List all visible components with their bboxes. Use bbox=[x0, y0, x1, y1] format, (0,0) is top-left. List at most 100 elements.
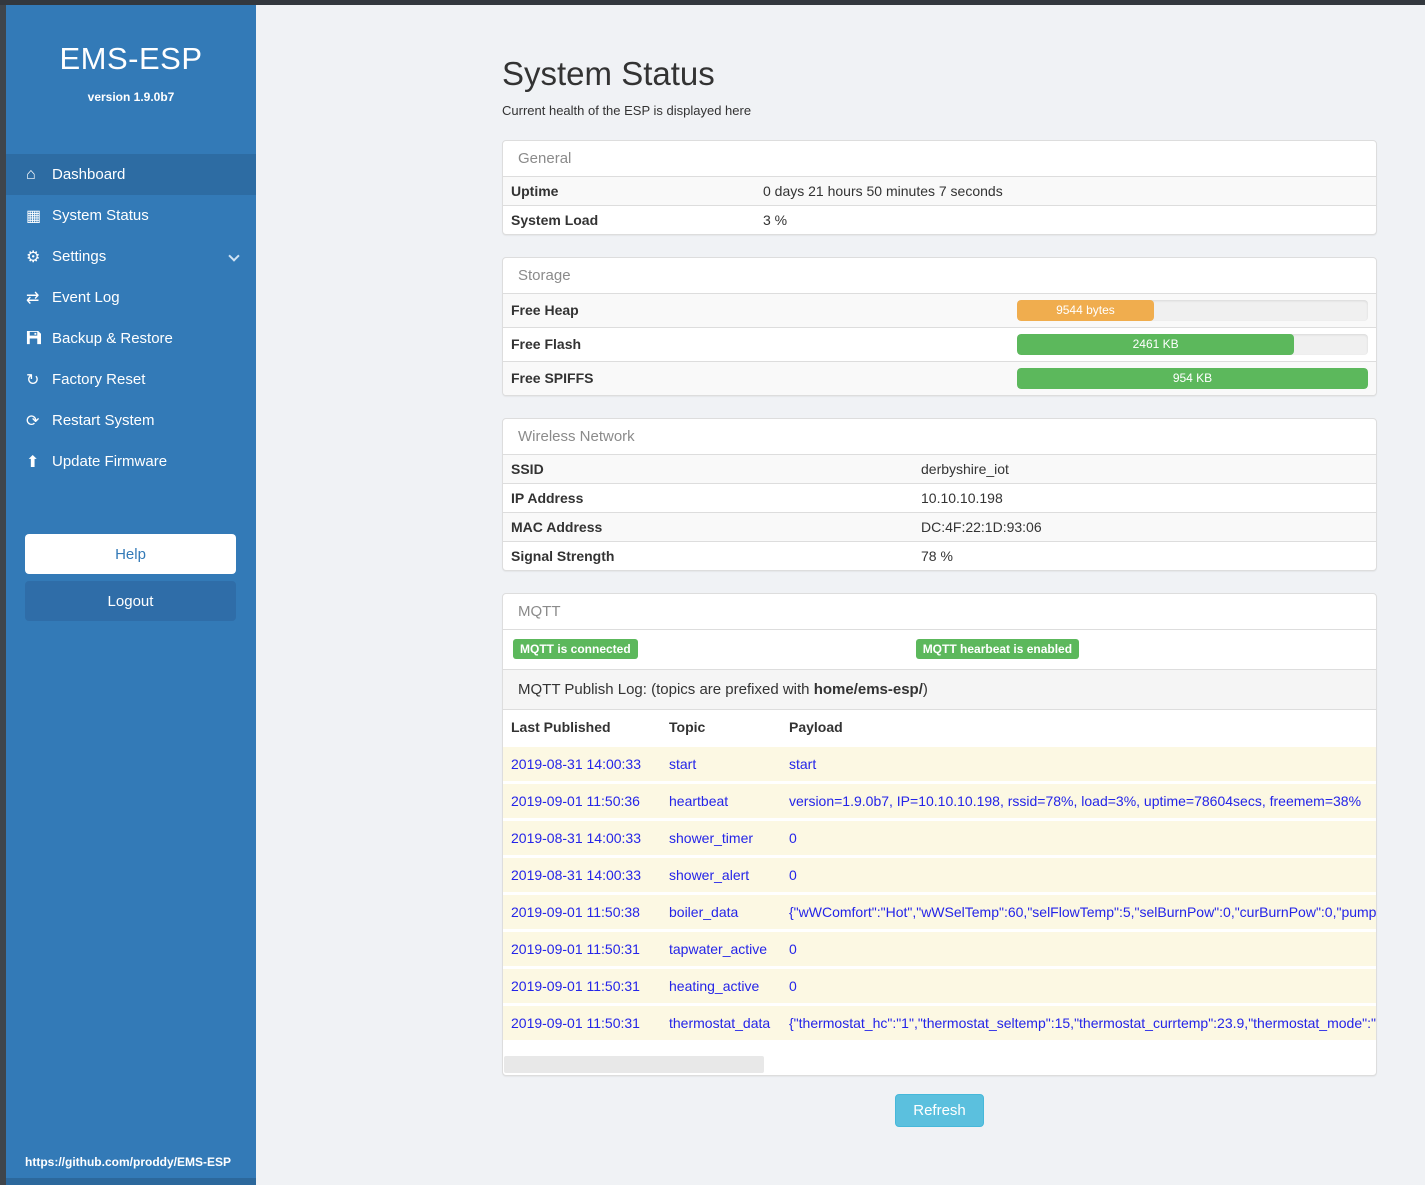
row-label: Uptime bbox=[503, 175, 755, 206]
table-row: MAC Address DC:4F:22:1D:93:06 bbox=[503, 511, 1376, 542]
log-time: 2019-08-31 14:00:33 bbox=[503, 743, 661, 783]
log-topic: thermostat_data bbox=[661, 1002, 781, 1040]
progress-track: 9544 bytes bbox=[1017, 299, 1368, 321]
log-payload: 0 bbox=[781, 928, 1376, 968]
home-icon: ⌂ bbox=[26, 165, 36, 183]
col-topic: Topic bbox=[661, 708, 781, 746]
log-topic: tapwater_active bbox=[661, 928, 781, 968]
sidebar-item-backup-restore[interactable]: Backup & Restore bbox=[6, 318, 256, 359]
row-label: System Load bbox=[503, 204, 755, 234]
mqtt-connected-badge: MQTT is connected bbox=[513, 638, 638, 659]
panel-wireless-heading: Wireless Network bbox=[518, 427, 635, 445]
row-bar-cell: 954 KB bbox=[1009, 360, 1376, 395]
refresh-button[interactable]: Refresh bbox=[895, 1093, 984, 1127]
log-topic: boiler_data bbox=[661, 891, 781, 931]
table-row: System Load 3 % bbox=[503, 204, 1376, 234]
log-topic: heartbeat bbox=[661, 780, 781, 820]
table-row: Signal Strength 78 % bbox=[503, 540, 1376, 570]
sidebar-item-label: Settings bbox=[52, 248, 107, 265]
window-top-edge bbox=[0, 0, 1425, 5]
restart-icon: ⟳ bbox=[26, 412, 40, 430]
system-status-icon: ▦ bbox=[26, 207, 42, 225]
sidebar-item-label: Restart System bbox=[52, 412, 155, 429]
table-row: SSID derbyshire_iot bbox=[503, 453, 1376, 484]
log-time: 2019-09-01 11:50:31 bbox=[503, 1002, 661, 1040]
table-row: IP Address 10.10.10.198 bbox=[503, 482, 1376, 513]
log-topic: shower_timer bbox=[661, 817, 781, 857]
free-spiffs-progress-bar: 954 KB bbox=[1017, 367, 1368, 389]
row-value: 3 % bbox=[755, 204, 1376, 234]
gear-icon: ⚙ bbox=[26, 248, 41, 266]
storage-table: Free Heap 9544 bytes Free Flash 2461 KB bbox=[503, 292, 1376, 395]
log-header-row: Last Published Topic Payload bbox=[503, 708, 1376, 746]
mqtt-heartbeat-badge: MQTT hearbeat is enabled bbox=[915, 638, 1080, 659]
log-payload: 0 bbox=[781, 854, 1376, 894]
log-row: 2019-09-01 11:50:31 thermostat_data {"th… bbox=[503, 1002, 1376, 1040]
sidebar-item-update-firmware[interactable]: ⬆ Update Firmware bbox=[6, 441, 256, 482]
log-row: 2019-09-01 11:50:36 heartbeat version=1.… bbox=[503, 780, 1376, 820]
logout-button[interactable]: Logout bbox=[25, 581, 236, 621]
row-label: Free Flash bbox=[503, 326, 1009, 362]
sidebar-item-label: Update Firmware bbox=[52, 453, 168, 470]
page-subtitle: Current health of the ESP is displayed h… bbox=[502, 102, 752, 118]
log-row: 2019-08-31 14:00:33 start start bbox=[503, 743, 1376, 783]
floppy-icon bbox=[26, 330, 52, 348]
app-version: version 1.9.0b7 bbox=[87, 90, 175, 104]
panel-general-heading: General bbox=[518, 149, 572, 167]
row-label: MAC Address bbox=[503, 511, 913, 542]
log-row: 2019-08-31 14:00:33 shower_alert 0 bbox=[503, 854, 1376, 894]
row-label: Free SPIFFS bbox=[503, 360, 1009, 395]
log-payload: 0 bbox=[781, 965, 1376, 1005]
table-row: Free Flash 2461 KB bbox=[503, 326, 1376, 362]
sidebar-item-settings[interactable]: ⚙ Settings bbox=[6, 236, 256, 277]
sidebar-item-factory-reset[interactable]: ↻ Factory Reset bbox=[6, 359, 256, 400]
panel-mqtt-heading: MQTT bbox=[518, 602, 561, 620]
row-label: Free Heap bbox=[503, 292, 1009, 328]
log-topic: shower_alert bbox=[661, 854, 781, 894]
panel-storage-heading: Storage bbox=[518, 266, 571, 284]
log-row: 2019-09-01 11:50:38 boiler_data {"wWComf… bbox=[503, 891, 1376, 931]
log-row: 2019-09-01 11:50:31 tapwater_active 0 bbox=[503, 928, 1376, 968]
log-payload: start bbox=[781, 743, 1376, 783]
chevron-down-icon bbox=[228, 250, 240, 262]
sidebar-item-label: Event Log bbox=[52, 289, 120, 306]
sidebar-nav: ⌂ Dashboard ▦ System Status ⚙ Settings ⇄… bbox=[6, 154, 256, 482]
log-payload: version=1.9.0b7, IP=10.10.10.198, rssid=… bbox=[781, 780, 1376, 820]
log-topic: start bbox=[661, 743, 781, 783]
table-row: Free SPIFFS 954 KB bbox=[503, 360, 1376, 395]
row-value: derbyshire_iot bbox=[913, 453, 1376, 484]
row-label: SSID bbox=[503, 453, 913, 484]
sidebar-item-event-log[interactable]: ⇄ Event Log bbox=[6, 277, 256, 318]
transfer-arrows-icon: ⇄ bbox=[26, 289, 40, 307]
sidebar-item-label: Dashboard bbox=[52, 166, 126, 183]
scrollbar-thumb[interactable] bbox=[504, 1055, 764, 1073]
horizontal-scrollbar[interactable] bbox=[504, 1055, 1375, 1073]
row-bar-cell: 9544 bytes bbox=[1009, 292, 1376, 328]
sidebar-bottom-strip bbox=[6, 1178, 256, 1185]
progress-track: 954 KB bbox=[1017, 367, 1368, 389]
log-payload: 0 bbox=[781, 817, 1376, 857]
reset-arrow-icon: ↻ bbox=[26, 371, 40, 389]
general-table: Uptime 0 days 21 hours 50 minutes 7 seco… bbox=[503, 175, 1376, 234]
sidebar-item-label: Factory Reset bbox=[52, 371, 146, 388]
row-label: IP Address bbox=[503, 482, 913, 513]
log-time: 2019-09-01 11:50:31 bbox=[503, 928, 661, 968]
row-label: Signal Strength bbox=[503, 540, 913, 570]
sidebar-item-dashboard[interactable]: ⌂ Dashboard bbox=[6, 154, 256, 195]
log-time: 2019-09-01 11:50:38 bbox=[503, 891, 661, 931]
help-button[interactable]: Help bbox=[25, 534, 236, 574]
github-link[interactable]: https://github.com/proddy/EMS-ESP bbox=[25, 1155, 231, 1169]
mqtt-topic-prefix: home/ems-esp/ bbox=[813, 680, 923, 698]
log-topic: heating_active bbox=[661, 965, 781, 1005]
refresh-row: Refresh bbox=[502, 1093, 1377, 1157]
row-value: 78 % bbox=[913, 540, 1376, 570]
mqtt-badges-row: MQTT is connected MQTT hearbeat is enabl… bbox=[503, 628, 1376, 669]
sidebar-item-restart-system[interactable]: ⟳ Restart System bbox=[6, 400, 256, 441]
free-flash-progress-bar: 2461 KB bbox=[1017, 333, 1295, 355]
log-payload: {"thermostat_hc":"1","thermostat_seltemp… bbox=[781, 1002, 1376, 1040]
panel-general: General Uptime 0 days 21 hours 50 minute… bbox=[502, 139, 1377, 235]
row-value: DC:4F:22:1D:93:06 bbox=[913, 511, 1376, 542]
upload-icon: ⬆ bbox=[26, 453, 40, 471]
sidebar-item-system-status[interactable]: ▦ System Status bbox=[6, 195, 256, 236]
sidebar-item-label: System Status bbox=[52, 207, 149, 224]
